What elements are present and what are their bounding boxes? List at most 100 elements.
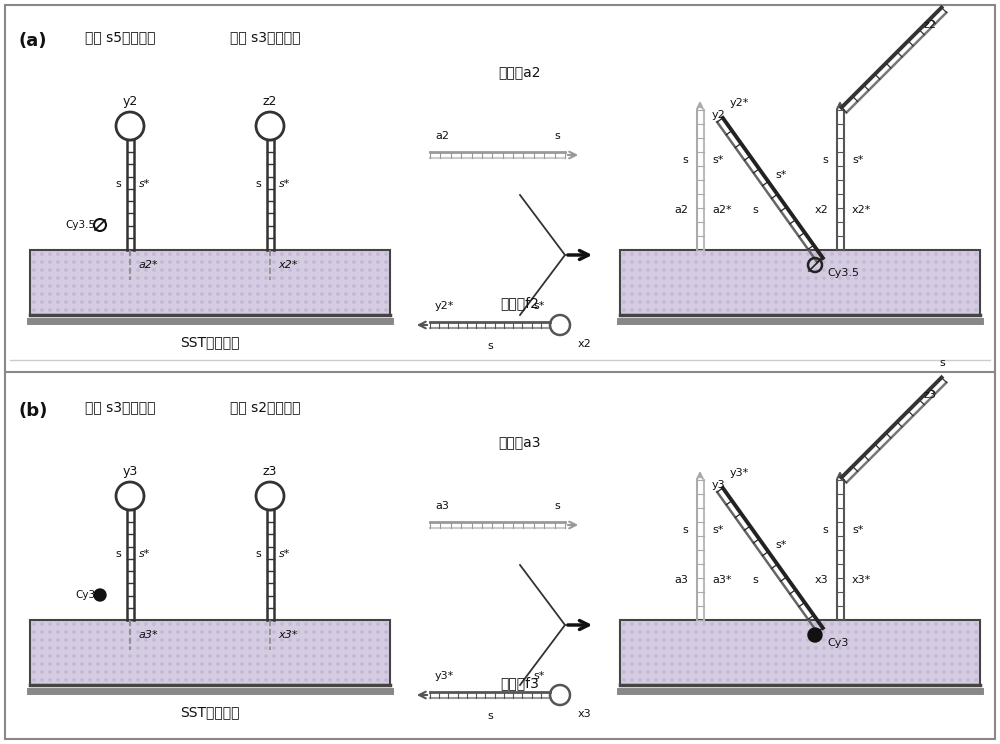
Circle shape [695,301,697,304]
Circle shape [121,293,123,295]
Circle shape [687,639,689,641]
Circle shape [345,277,347,279]
Circle shape [177,663,179,665]
Circle shape [943,253,945,255]
Circle shape [623,285,625,287]
Circle shape [313,663,315,665]
Circle shape [703,253,705,255]
Circle shape [313,261,315,263]
Circle shape [217,647,219,650]
Circle shape [639,647,641,650]
Circle shape [145,631,147,633]
Circle shape [759,639,761,641]
Circle shape [265,261,267,263]
Circle shape [337,253,339,255]
Circle shape [927,261,929,263]
Circle shape [377,309,379,311]
Circle shape [233,253,235,255]
Circle shape [783,631,785,633]
Circle shape [273,261,275,263]
Circle shape [975,269,977,272]
Circle shape [385,631,387,633]
Circle shape [369,301,371,304]
Circle shape [209,623,211,625]
Circle shape [289,655,291,657]
Circle shape [775,269,777,272]
Circle shape [337,285,339,287]
Circle shape [671,671,673,673]
Circle shape [783,253,785,255]
Circle shape [337,639,339,641]
Circle shape [815,253,817,255]
Text: s*: s* [534,301,545,311]
Circle shape [775,301,777,304]
Circle shape [121,309,123,311]
Circle shape [209,301,211,304]
Circle shape [759,309,761,311]
Circle shape [281,671,283,673]
Text: Cy3.5: Cy3.5 [827,268,859,278]
Circle shape [767,301,769,304]
Circle shape [847,269,849,272]
Circle shape [727,639,729,641]
Circle shape [839,655,841,657]
Text: SST纳米平台: SST纳米平台 [180,335,240,349]
Circle shape [903,277,905,279]
Circle shape [943,623,945,625]
Circle shape [345,623,347,625]
Circle shape [73,277,75,279]
Circle shape [289,309,291,311]
Circle shape [823,671,825,673]
Circle shape [735,309,737,311]
Circle shape [631,277,633,279]
Circle shape [903,663,905,665]
Circle shape [337,671,339,673]
Circle shape [345,293,347,295]
Circle shape [353,301,355,304]
Circle shape [927,647,929,650]
Circle shape [297,253,299,255]
Circle shape [201,631,203,633]
Circle shape [169,269,171,272]
Circle shape [871,647,873,650]
Circle shape [951,679,953,682]
Circle shape [647,309,649,311]
Circle shape [105,253,107,255]
Circle shape [273,647,275,650]
Circle shape [385,639,387,641]
Circle shape [369,663,371,665]
Circle shape [121,663,123,665]
Circle shape [97,655,99,657]
Circle shape [719,623,721,625]
Circle shape [927,293,929,295]
Circle shape [735,663,737,665]
Circle shape [89,663,91,665]
Circle shape [49,671,51,673]
Circle shape [911,639,913,641]
Circle shape [863,679,865,682]
Circle shape [655,277,657,279]
Circle shape [839,679,841,682]
Circle shape [839,261,841,263]
Circle shape [863,293,865,295]
Circle shape [241,663,243,665]
Circle shape [233,655,235,657]
Circle shape [385,671,387,673]
Circle shape [759,253,761,255]
Circle shape [193,671,195,673]
Circle shape [807,679,809,682]
Circle shape [791,277,793,279]
Circle shape [193,253,195,255]
Circle shape [89,639,91,641]
Circle shape [903,269,905,272]
Circle shape [305,277,307,279]
Circle shape [791,655,793,657]
Circle shape [951,655,953,657]
Circle shape [679,663,681,665]
Circle shape [943,663,945,665]
Text: s: s [487,341,493,351]
Circle shape [719,309,721,311]
Circle shape [201,293,203,295]
Circle shape [799,277,801,279]
Circle shape [967,679,969,682]
